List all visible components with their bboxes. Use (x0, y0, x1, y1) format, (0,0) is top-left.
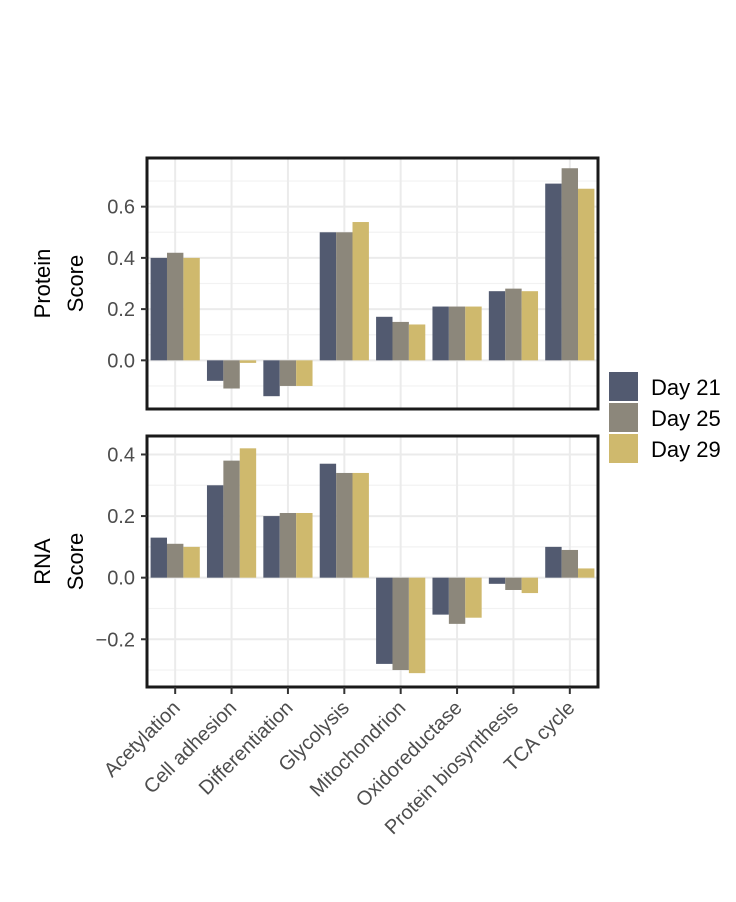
y-tick-label: 0.2 (107, 506, 135, 528)
y-tick-label: 0.0 (107, 350, 135, 372)
bar-rna-oxidoreductase-day-21 (432, 577, 449, 615)
bar-protein-differentiation-day-21 (263, 360, 280, 397)
bar-protein-glycolysis-day-29 (352, 222, 369, 361)
bar-protein-glycolysis-day-25 (336, 232, 353, 361)
bar-rna-glycolysis-day-29 (352, 472, 369, 578)
bar-rna-glycolysis-day-21 (319, 463, 337, 578)
bar-rna-oxidoreductase-day-25 (448, 577, 466, 624)
y-axis-title-line1: Protein (30, 249, 55, 319)
bar-rna-protein-biosynthesis-day-29 (521, 577, 539, 594)
bar-rna-tca-cycle-day-25 (561, 549, 579, 578)
bar-protein-protein-biosynthesis-day-29 (521, 291, 539, 361)
y-axis-title-line2: Score (63, 533, 88, 590)
legend-key-day-29 (609, 434, 638, 463)
bar-rna-protein-biosynthesis-day-25 (505, 577, 522, 590)
y-tick-label: 0.0 (107, 568, 135, 590)
y-tick-label: 0.4 (107, 248, 135, 270)
y-tick-label: 0.4 (107, 444, 135, 466)
legend-key-day-25 (609, 403, 638, 432)
legend-label-day-29: Day 29 (651, 437, 721, 462)
legend-key-day-21 (609, 372, 638, 401)
bar-rna-acetylation-day-29 (183, 546, 200, 578)
bar-rna-differentiation-day-21 (263, 516, 280, 578)
bar-protein-oxidoreductase-day-29 (465, 306, 482, 361)
bar-protein-tca-cycle-day-21 (545, 183, 562, 361)
y-axis-title-line2: Score (63, 255, 88, 312)
bar-protein-protein-biosynthesis-day-25 (505, 288, 522, 361)
bar-protein-mitochondrion-day-25 (392, 321, 409, 361)
bar-rna-glycolysis-day-25 (336, 472, 353, 578)
bar-protein-tca-cycle-day-25 (561, 168, 579, 361)
bar-rna-mitochondrion-day-21 (376, 577, 393, 664)
bar-rna-oxidoreductase-day-29 (465, 577, 482, 618)
bar-protein-mitochondrion-day-21 (376, 316, 393, 361)
bar-rna-differentiation-day-29 (296, 512, 313, 578)
bar-protein-protein-biosynthesis-day-21 (488, 291, 506, 361)
bar-rna-cell-adhesion-day-21 (206, 485, 224, 578)
bar-protein-oxidoreductase-day-25 (448, 306, 466, 361)
bar-rna-tca-cycle-day-29 (578, 568, 595, 578)
y-tick-label: 0.2 (107, 299, 135, 321)
panel-border (145, 156, 600, 411)
panel-protein: 0.0 0.2 0.4 0.6 Protein Score (30, 156, 600, 411)
y-tick-label: −0.2 (96, 629, 135, 651)
bar-rna-cell-adhesion-day-29 (239, 448, 257, 578)
bar-protein-cell-adhesion-day-25 (223, 360, 240, 389)
bar-rna-mitochondrion-day-25 (392, 577, 409, 671)
panel-rna: −0.2 0.0 0.2 0.4 RNA Score (30, 434, 600, 694)
bar-protein-acetylation-day-25 (166, 252, 184, 361)
bar-protein-acetylation-day-29 (183, 257, 200, 361)
bar-protein-oxidoreductase-day-21 (432, 306, 449, 361)
legend-label-day-25: Day 25 (651, 406, 721, 431)
legend: Day 21 Day 25 Day 29 (609, 372, 721, 463)
y-tick-label: 0.6 (107, 197, 135, 219)
bar-protein-tca-cycle-day-29 (578, 188, 595, 361)
bar-rna-acetylation-day-25 (166, 543, 184, 578)
chart-panels: 0.0 0.2 0.4 0.6 Protein Score −0.2 0.0 0.2 0.4 RNA… (30, 156, 600, 694)
bar-rna-acetylation-day-21 (150, 537, 167, 578)
bar-protein-cell-adhesion-day-29 (239, 360, 257, 363)
bar-rna-tca-cycle-day-21 (545, 546, 562, 578)
bar-protein-cell-adhesion-day-21 (206, 360, 224, 381)
bar-protein-acetylation-day-21 (150, 257, 167, 361)
y-axis-title-line1: RNA (30, 538, 55, 585)
legend-label-day-21: Day 21 (651, 375, 721, 400)
bar-rna-cell-adhesion-day-25 (223, 460, 240, 578)
bar-rna-mitochondrion-day-29 (408, 577, 426, 674)
bar-protein-mitochondrion-day-29 (408, 324, 426, 361)
bar-rna-protein-biosynthesis-day-21 (488, 577, 506, 584)
bar-protein-differentiation-day-25 (279, 360, 297, 386)
bar-protein-glycolysis-day-21 (319, 232, 337, 361)
bar-rna-differentiation-day-25 (279, 512, 297, 578)
bar-protein-differentiation-day-29 (296, 360, 313, 386)
panel-border (145, 434, 600, 689)
